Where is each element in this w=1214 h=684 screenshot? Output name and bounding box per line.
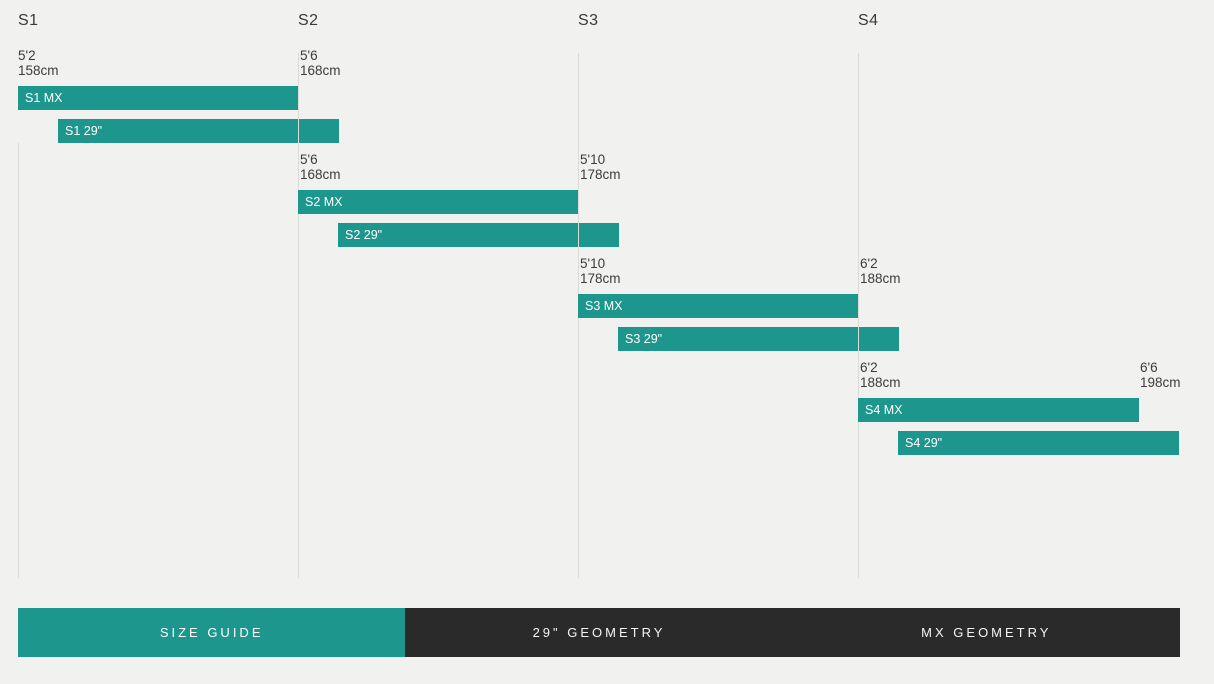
height-imperial-label: 5'6: [300, 152, 318, 167]
grid-line-s4: [858, 53, 859, 578]
tab-mx-geometry[interactable]: MX GEOMETRY: [792, 608, 1180, 657]
size-header-s1: S1: [18, 12, 39, 29]
height-metric-label: 188cm: [860, 271, 901, 286]
tab-size-guide[interactable]: SIZE GUIDE: [18, 608, 406, 657]
height-imperial-label: 6'6: [1140, 360, 1158, 375]
size-header-s2: S2: [298, 12, 319, 29]
height-metric-label: 158cm: [18, 63, 59, 78]
bar-s2-29: S2 29": [338, 223, 619, 247]
height-imperial-label: 6'2: [860, 360, 878, 375]
bar-s4-29: S4 29": [898, 431, 1179, 455]
grid-line-s1: [18, 143, 19, 578]
height-imperial-label: 5'10: [580, 152, 606, 167]
height-range-label-s4-max: 6'6 198cm: [1140, 360, 1181, 390]
height-metric-label: 188cm: [860, 375, 901, 390]
height-range-label-s3-min: 5'10 178cm: [580, 256, 621, 286]
height-metric-label: 198cm: [1140, 375, 1181, 390]
height-imperial-label: 5'10: [580, 256, 606, 271]
height-imperial-label: 5'6: [300, 48, 318, 63]
height-range-label-s2-max: 5'10 178cm: [580, 152, 621, 182]
height-metric-label: 178cm: [580, 167, 621, 182]
height-metric-label: 178cm: [580, 271, 621, 286]
height-range-label-s2-min: 5'6 168cm: [300, 152, 341, 182]
tab-29-geometry[interactable]: 29" GEOMETRY: [405, 608, 793, 657]
bar-s2-mx: S2 MX: [298, 190, 579, 214]
height-range-label-s3-max: 6'2 188cm: [860, 256, 901, 286]
bar-s1-29: S1 29": [58, 119, 339, 143]
height-range-label-s1-min: 5'2 158cm: [18, 48, 59, 78]
bar-s1-mx: S1 MX: [18, 86, 299, 110]
height-metric-label: 168cm: [300, 63, 341, 78]
bar-s3-29: S3 29": [618, 327, 899, 351]
height-metric-label: 168cm: [300, 167, 341, 182]
height-range-label-s4-min: 6'2 188cm: [860, 360, 901, 390]
size-header-s3: S3: [578, 12, 599, 29]
geometry-tab-bar: SIZE GUIDE 29" GEOMETRY MX GEOMETRY: [18, 608, 1180, 657]
height-imperial-label: 6'2: [860, 256, 878, 271]
bar-s3-mx: S3 MX: [578, 294, 859, 318]
height-imperial-label: 5'2: [18, 48, 36, 63]
bar-s4-mx: S4 MX: [858, 398, 1139, 422]
size-header-s4: S4: [858, 12, 879, 29]
grid-line-s2: [298, 53, 299, 578]
height-range-label-s1-max: 5'6 168cm: [300, 48, 341, 78]
